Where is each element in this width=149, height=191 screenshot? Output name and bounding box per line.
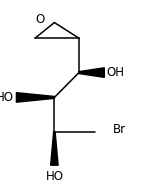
Polygon shape (79, 68, 104, 77)
Text: HO: HO (0, 91, 14, 104)
Text: Br: Br (113, 123, 126, 136)
Polygon shape (51, 132, 58, 165)
Text: OH: OH (107, 66, 125, 79)
Text: O: O (35, 13, 45, 26)
Text: HO: HO (45, 170, 63, 183)
Polygon shape (16, 93, 54, 102)
